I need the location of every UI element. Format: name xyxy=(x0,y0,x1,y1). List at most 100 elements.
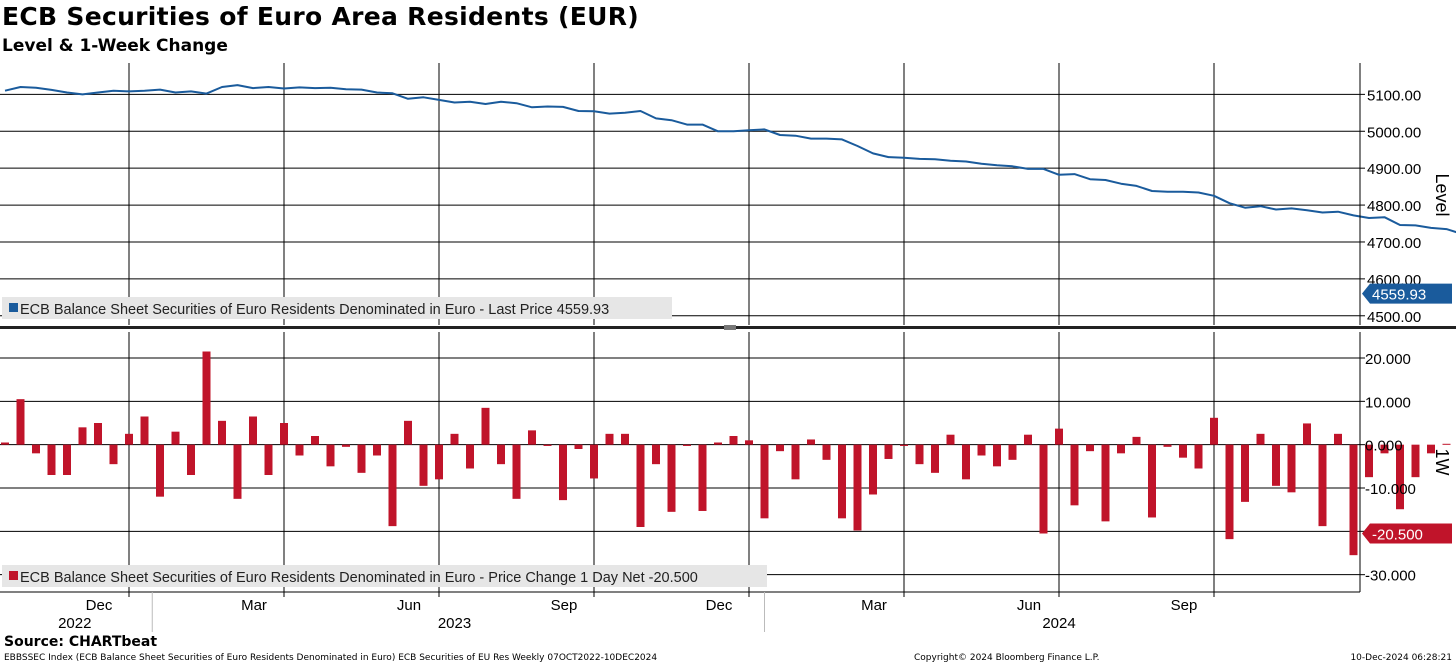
bar xyxy=(1194,444,1203,469)
bar xyxy=(1411,444,1420,478)
bar xyxy=(1380,444,1389,454)
bar xyxy=(280,423,288,445)
x-tick-label-year: 2023 xyxy=(438,615,471,632)
bar xyxy=(590,444,598,479)
bar xyxy=(388,444,397,527)
legend-top-bg xyxy=(2,297,672,319)
bar xyxy=(187,444,195,475)
bar xyxy=(621,433,629,445)
bar xyxy=(1163,444,1172,447)
bar xyxy=(419,444,428,486)
bar xyxy=(1272,444,1280,486)
y-axis-title-bottom: 1W xyxy=(1432,449,1452,476)
bar xyxy=(404,420,412,445)
bar xyxy=(636,444,645,527)
x-tick-label-month: Jun xyxy=(1017,597,1041,614)
bar xyxy=(807,439,815,445)
last-value-tag-top-label: 4559.93 xyxy=(1372,287,1426,304)
legend-layer: ECB Balance Sheet Securities of Euro Res… xyxy=(2,297,767,587)
bar xyxy=(1442,443,1451,445)
legend-bottom-swatch xyxy=(9,571,18,580)
bar xyxy=(295,444,304,456)
bar xyxy=(698,444,707,511)
y-tick-label-bottom: 0.000 xyxy=(1365,438,1403,455)
chart-subtitle: Level & 1-Week Change xyxy=(2,36,228,56)
chart-title: ECB Securities of Euro Area Residents (E… xyxy=(2,2,639,31)
legend-bottom-bg xyxy=(2,565,767,587)
y-tick-label-top: 5100.00 xyxy=(1367,87,1421,104)
bar xyxy=(450,433,459,445)
bar xyxy=(683,444,691,446)
bar-series-layer xyxy=(1,351,1451,556)
bar xyxy=(435,444,443,480)
bar xyxy=(357,444,366,473)
bar xyxy=(1241,444,1249,502)
y-axis-title-top: Level xyxy=(1432,173,1452,216)
footer-description: EBBSSEC Index (ECB Balance Sheet Securit… xyxy=(4,653,658,663)
last-value-tag-bottom-bg xyxy=(1362,523,1452,544)
bar xyxy=(869,444,877,495)
source-label: Source: CHARTbeat xyxy=(4,634,158,650)
bar xyxy=(791,444,800,480)
bar xyxy=(977,444,986,456)
bar xyxy=(962,444,970,480)
y-tick-label-top: 4900.00 xyxy=(1367,161,1421,178)
bar xyxy=(78,427,87,445)
line-series-last-price xyxy=(4,84,1456,234)
bar xyxy=(1225,444,1234,540)
x-tick-label-year: 2022 xyxy=(58,615,91,632)
bar xyxy=(109,444,118,465)
bar xyxy=(202,351,211,445)
y-tick-label-bottom: -10.000 xyxy=(1365,481,1416,498)
panel-splitter-handle[interactable] xyxy=(724,325,736,330)
x-tick-label-month: Jun xyxy=(397,597,421,614)
y-tick-label-bottom: 10.000 xyxy=(1365,394,1411,411)
bar xyxy=(373,444,381,456)
y-tick-label-bottom: 20.000 xyxy=(1365,351,1411,368)
bar xyxy=(1256,433,1265,445)
axis-layer: 4500.004600.004700.004800.004900.005000.… xyxy=(0,63,1456,632)
bar xyxy=(1008,444,1017,460)
bar xyxy=(1303,423,1311,445)
bar xyxy=(47,444,56,475)
bar xyxy=(466,444,474,469)
bar xyxy=(94,423,102,445)
legend-bottom-text: ECB Balance Sheet Securities of Euro Res… xyxy=(20,570,698,586)
bar xyxy=(1179,444,1187,458)
bar xyxy=(1148,444,1156,518)
bar xyxy=(760,444,769,519)
legend-top-text: ECB Balance Sheet Securities of Euro Res… xyxy=(20,302,609,318)
bar xyxy=(218,420,226,445)
bar xyxy=(512,444,521,499)
bar xyxy=(1117,444,1125,454)
x-tick-label-month: Sep xyxy=(1171,597,1198,614)
bar xyxy=(140,416,149,445)
bar xyxy=(1318,444,1327,527)
y-tick-label-top: 5000.00 xyxy=(1367,124,1421,141)
bar xyxy=(714,442,722,445)
bar xyxy=(838,444,846,519)
grid-layer xyxy=(0,63,1360,592)
x-tick-label-month: Dec xyxy=(706,597,733,614)
bar xyxy=(1349,444,1358,556)
bar xyxy=(946,434,955,445)
x-tick-label-month: Mar xyxy=(241,597,267,614)
legend-top-swatch xyxy=(9,303,18,312)
bar xyxy=(993,444,1001,467)
bar xyxy=(776,444,784,452)
bar xyxy=(528,430,536,445)
bar xyxy=(1334,433,1342,445)
bar xyxy=(16,399,25,445)
bar xyxy=(931,444,939,473)
footer-timestamp: 10-Dec-2024 06:28:21 xyxy=(1350,653,1452,663)
bar xyxy=(822,444,831,460)
bar xyxy=(1024,434,1032,445)
bar xyxy=(605,433,614,445)
bar xyxy=(32,444,40,454)
footer-copyright: Copyright© 2024 Bloomberg Finance L.P. xyxy=(914,653,1100,663)
bar xyxy=(1365,444,1373,478)
x-tick-label-year: 2024 xyxy=(1042,615,1075,632)
bar xyxy=(249,416,257,445)
bar xyxy=(853,444,862,531)
